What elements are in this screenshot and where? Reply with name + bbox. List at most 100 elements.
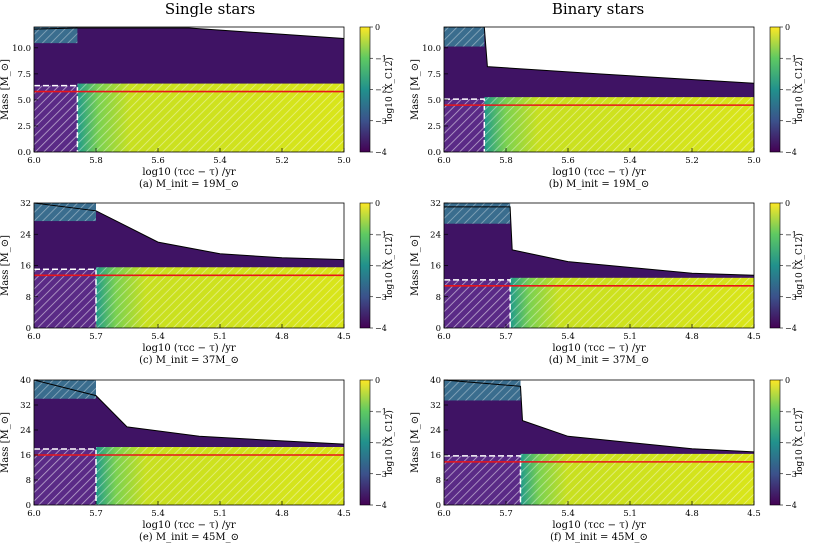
colorbar-tick-label: 0 [785, 199, 790, 208]
y-tick-label: 24 [430, 426, 441, 436]
x-tick-label: 6.0 [437, 156, 451, 166]
panel-b-image [444, 27, 754, 152]
colorbar-tick-label: −1 [375, 54, 387, 63]
panel-c: 6.0 5.7 5.4 5.1 4.8 4.5 0 8 16 24 32 log10 (τcc − τ… [0, 199, 395, 366]
y-tick-label: 7.5 [17, 70, 31, 80]
y-tick-label: 0.0 [17, 148, 31, 158]
panel-a-image [34, 27, 344, 152]
column-title-single: Single stars [165, 0, 255, 18]
y-tick-label: 0.0 [427, 148, 441, 158]
core-hatch [77, 83, 344, 152]
y-tick-label: 24 [430, 230, 441, 240]
x-tick-label: 4.8 [275, 332, 289, 342]
panel-caption: (d) M_init = 37M_⊙ [549, 355, 650, 366]
colorbar-tick-label: 0 [375, 23, 380, 32]
boundary-dashed [444, 455, 522, 505]
envelope-hatch [34, 27, 78, 44]
boundary-dashed [34, 268, 97, 328]
x-tick-label: 5.7 [499, 509, 513, 519]
x-tick-label: 5.6 [151, 156, 165, 166]
colorbar-label: log10 (X_C12) [794, 410, 805, 475]
surface-line [34, 203, 344, 261]
x-tick-label: 5.1 [623, 509, 637, 519]
colorbar-tick-label: −3 [785, 117, 797, 126]
colorbar-label: log10 (X_C12) [384, 410, 395, 475]
y-tick-label: 0 [26, 501, 31, 511]
y-tick-label: 40 [20, 376, 31, 386]
early-core-hatch [444, 99, 485, 152]
y-tick-label: 16 [430, 451, 441, 461]
x-axis-label: log10 (τcc − τ) /yr [552, 520, 646, 531]
plot-frame [443, 26, 755, 153]
core-hatch [484, 97, 754, 152]
x-tick-label: 5.2 [275, 156, 289, 166]
colorbar-tick-label: −1 [375, 230, 387, 239]
x-axis-label: log10 (τcc − τ) /yr [142, 167, 236, 178]
colorbar: 0 −1 −2 −3 −4 log10 (X_C12) [359, 376, 395, 510]
y-tick-label: 32 [20, 199, 31, 209]
colorbar-bar [359, 26, 371, 153]
colorbar-tick-label: −1 [375, 407, 387, 416]
boundary-dashed [34, 84, 79, 152]
colorbar-label: log10 (X_C12) [794, 233, 805, 298]
surface-line [444, 27, 754, 84]
colorbar-label: log10 (X_C12) [384, 233, 395, 298]
y-tick-label: 24 [20, 426, 31, 436]
x-tick-label: 5.0 [747, 156, 761, 166]
panel-e: 6.0 5.7 5.4 5.1 4.8 4.5 0 8 16 24 32 40 log10 (τcc −… [0, 376, 395, 543]
boundary-dashed [444, 279, 511, 328]
boundary-dashed [444, 98, 486, 152]
y-tick-label: 32 [20, 401, 31, 411]
envelope-hatch [34, 380, 96, 399]
colorbar-tick-label: −3 [375, 470, 387, 479]
column-title-binary: Binary stars [552, 0, 644, 18]
y-tick-label: 0 [436, 324, 441, 334]
x-tick-label: 4.8 [685, 332, 699, 342]
colorbar-bar [359, 379, 371, 506]
core-hatch [96, 267, 344, 328]
colorbar-label: log10 (X_C12) [794, 57, 805, 122]
colorbar: 0 −1 −2 −3 −4 log10 (X_C12) [769, 376, 805, 510]
colorbar-tick-label: −3 [785, 470, 797, 479]
envelope-hatch [444, 27, 485, 47]
panel-f-image [444, 380, 754, 505]
colorbar-bar [769, 202, 781, 329]
y-tick-label: 32 [430, 401, 441, 411]
panel-caption: (e) M_init = 45M_⊙ [139, 532, 239, 543]
panel-d-image [444, 203, 754, 328]
x-tick-label: 6.0 [27, 156, 41, 166]
y-tick-label: 2.5 [17, 122, 31, 132]
surface-line [444, 206, 754, 276]
y-axis-label: Mass [M_⊙] [410, 59, 421, 120]
y-tick-label: 40 [430, 376, 441, 386]
y-tick-label: 8 [26, 293, 31, 303]
x-tick-label: 5.4 [623, 156, 637, 166]
x-tick-label: 5.7 [89, 332, 103, 342]
x-tick-label: 5.7 [89, 509, 103, 519]
colorbar-tick-label: −2 [785, 262, 797, 271]
x-tick-label: 6.0 [437, 332, 451, 342]
y-tick-label: 5.0 [17, 96, 31, 106]
early-core-hatch [444, 279, 511, 328]
x-tick-label: 4.5 [337, 509, 351, 519]
envelope-hatch [444, 203, 511, 224]
plot-frame [443, 379, 755, 506]
x-tick-label: 4.5 [747, 509, 761, 519]
colorbar-tick-label: 0 [785, 376, 790, 385]
y-tick-label: 10.0 [12, 44, 31, 54]
colorbar-tick-label: −3 [375, 293, 387, 302]
colorbar-tick-label: 0 [375, 376, 380, 385]
colorbar: 0 −1 −2 −3 −4 log10 (X_C12) [359, 199, 395, 333]
early-core-hatch [34, 449, 96, 505]
x-tick-label: 5.8 [89, 156, 103, 166]
panel-b: 6.0 5.8 5.6 5.4 5.2 5.0 0.0 2.5 5.0 7.5 10.0 log10 … [410, 23, 805, 190]
x-axis-label: log10 (τcc − τ) /yr [142, 343, 236, 354]
x-axis-label: log10 (τcc − τ) /yr [552, 343, 646, 354]
y-tick-label: 10.0 [422, 44, 441, 54]
x-axis-label: log10 (τcc − τ) /yr [142, 520, 236, 531]
x-tick-label: 5.0 [337, 156, 351, 166]
colorbar-tick-label: −1 [785, 230, 797, 239]
panel-e-image [34, 380, 344, 505]
colorbar-tick-label: −1 [785, 407, 797, 416]
x-tick-label: 5.4 [151, 332, 165, 342]
